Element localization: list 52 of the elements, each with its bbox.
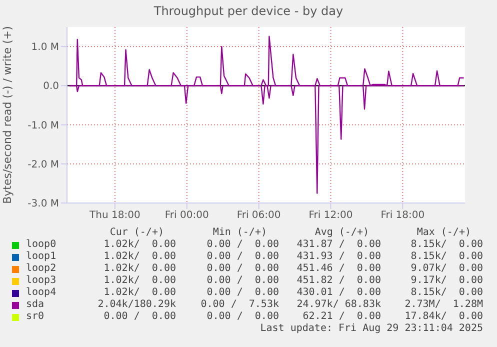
y-tick-label: -3.0 M (28, 198, 59, 210)
chart-title: Throughput per device - by day (152, 3, 344, 20)
legend-label: loop4 (26, 287, 56, 299)
text: Max (-/+) (416, 227, 472, 239)
legend-label: loop3 (26, 275, 56, 287)
text: 451.46 / 0.00 (296, 263, 381, 275)
x-tick-label: Fri 00:00 (164, 210, 209, 222)
text: 1.02k/ 0.00 (102, 287, 176, 299)
y-axis-title: Bytes/second read (-) / write (+) (0, 26, 14, 204)
text: 9.07k/ 0.00 (410, 263, 483, 275)
x-tick-label: Fri 18:00 (380, 210, 425, 222)
y-tick-label: 0.0 (43, 81, 59, 92)
text: 8.15k/ 0.00 (410, 287, 483, 299)
text: 431.93 / 0.00 (296, 251, 381, 263)
text: 1.02k/ 0.00 (102, 239, 176, 251)
text: 1.02k/ 0.00 (102, 275, 176, 287)
legend-label: sda (26, 299, 44, 311)
text: Cur (-/+) (108, 227, 165, 239)
legend-label: loop0 (26, 239, 56, 251)
text: 1.02k/ 0.00 (102, 251, 176, 263)
text: 24.97k/ 68.83k (296, 299, 381, 311)
x-tick-label: Thu 18:00 (88, 210, 140, 222)
text: 2.73M/ 1.28M (404, 299, 483, 311)
y-tick-label: -2.0 M (28, 159, 59, 170)
text: 431.87 / 0.00 (296, 239, 381, 251)
text: 0.00 / 0.00 (206, 275, 279, 287)
legend-label: sr0 (26, 311, 44, 323)
text: 451.82 / 0.00 (296, 275, 381, 287)
text: 0.00 / 0.00 (206, 287, 279, 299)
text: 8.15k/ 0.00 (410, 239, 483, 251)
legend-label: loop1 (26, 251, 56, 263)
text: 0.00 / 0.00 (206, 239, 279, 251)
x-tick-label: Fri 12:00 (308, 210, 353, 222)
text: 0.00 / 0.00 (102, 311, 176, 323)
text: 1.02k/ 0.00 (102, 263, 176, 275)
text: Min (-/+) (212, 227, 268, 239)
text: 9.17k/ 0.00 (410, 275, 483, 287)
text: 0.00 / 7.53k (200, 299, 279, 311)
text: 0.00 / 0.00 (206, 311, 279, 323)
y-tick-label: 1.0 M (31, 42, 59, 54)
legend-label: loop2 (26, 263, 56, 275)
text: 2.04k/180.29k (96, 299, 176, 311)
text: 17.84k/ 0.00 (404, 311, 483, 323)
x-tick-label: Fri 06:00 (236, 210, 281, 222)
text: 0.00 / 0.00 (206, 263, 279, 275)
y-tick-label: -1.0 M (28, 120, 59, 132)
text: 8.15k/ 0.00 (410, 251, 483, 263)
text: Avg (-/+) (314, 227, 370, 239)
text: 0.00 / 0.00 (206, 251, 279, 263)
text: 430.01 / 0.00 (296, 287, 381, 299)
text: Last update: Fri Aug 29 23:11:04 2025 (259, 323, 483, 335)
text: 62.21 / 0.00 (302, 311, 381, 323)
